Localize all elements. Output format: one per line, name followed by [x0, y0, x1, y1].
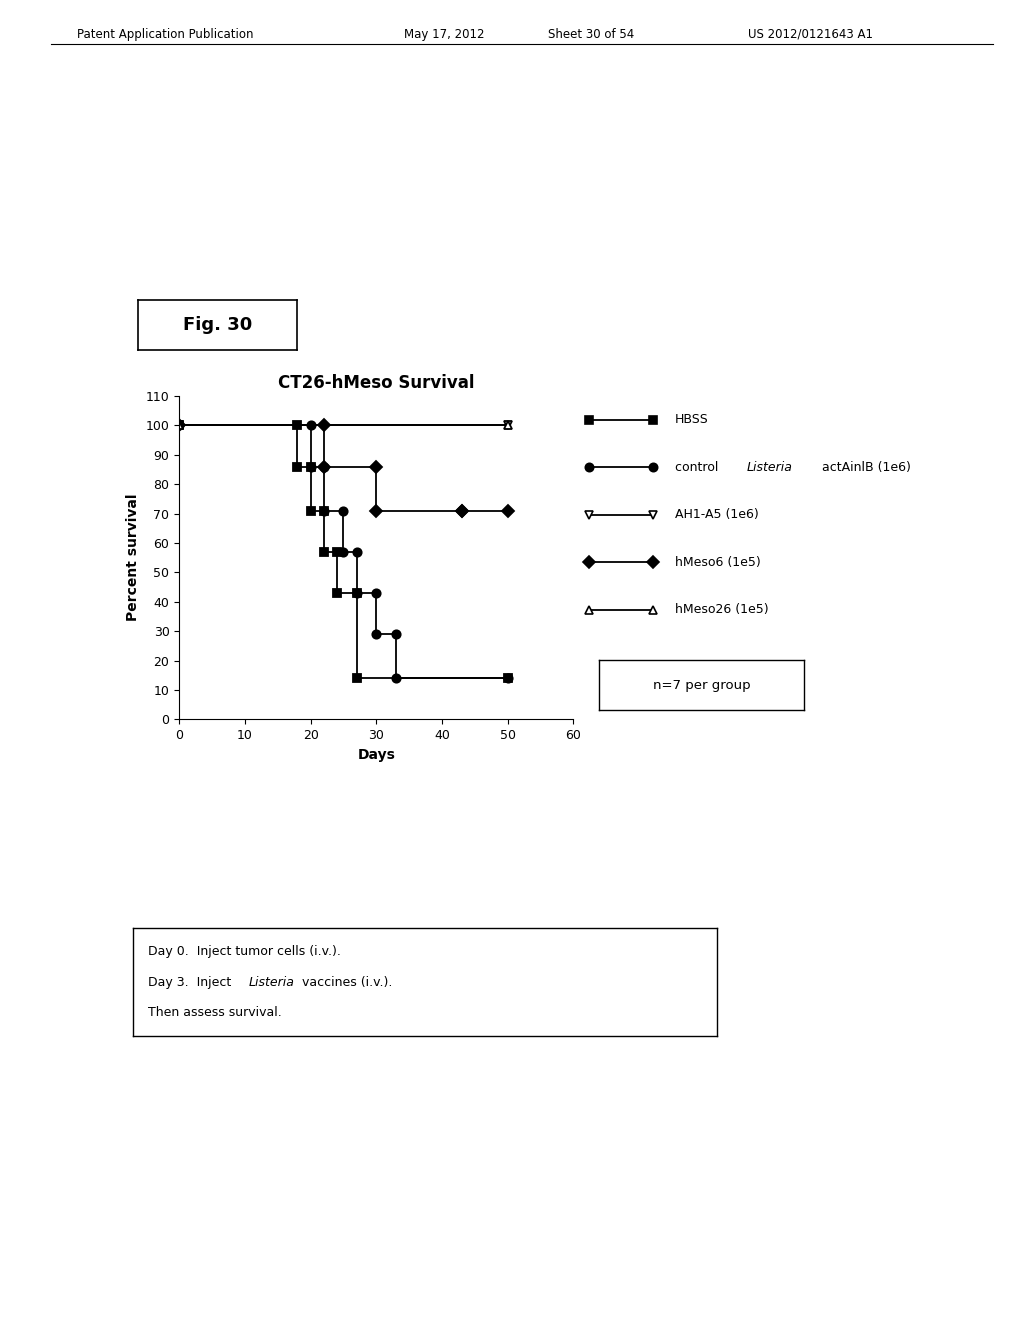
X-axis label: Days: Days — [357, 747, 395, 762]
Text: Then assess survival.: Then assess survival. — [147, 1006, 282, 1019]
Text: actAinlB (1e6): actAinlB (1e6) — [818, 461, 910, 474]
Text: HBSS: HBSS — [675, 413, 709, 426]
Text: May 17, 2012: May 17, 2012 — [404, 28, 485, 41]
Text: Listeria: Listeria — [249, 975, 294, 989]
Text: US 2012/0121643 A1: US 2012/0121643 A1 — [748, 28, 872, 41]
Text: control: control — [675, 461, 722, 474]
Text: AH1-A5 (1e6): AH1-A5 (1e6) — [675, 508, 759, 521]
Text: Patent Application Publication: Patent Application Publication — [77, 28, 253, 41]
Text: n=7 per group: n=7 per group — [652, 678, 751, 692]
Y-axis label: Percent survival: Percent survival — [126, 494, 140, 622]
Title: CT26-hMeso Survival: CT26-hMeso Survival — [279, 374, 474, 392]
Text: Sheet 30 of 54: Sheet 30 of 54 — [548, 28, 634, 41]
Text: vaccines (i.v.).: vaccines (i.v.). — [298, 975, 392, 989]
Text: hMeso26 (1e5): hMeso26 (1e5) — [675, 603, 768, 616]
Text: Day 0.  Inject tumor cells (i.v.).: Day 0. Inject tumor cells (i.v.). — [147, 945, 341, 958]
Text: Fig. 30: Fig. 30 — [183, 315, 252, 334]
Text: Listeria: Listeria — [746, 461, 793, 474]
Text: Day 3.  Inject: Day 3. Inject — [147, 975, 234, 989]
Text: hMeso6 (1e5): hMeso6 (1e5) — [675, 556, 761, 569]
